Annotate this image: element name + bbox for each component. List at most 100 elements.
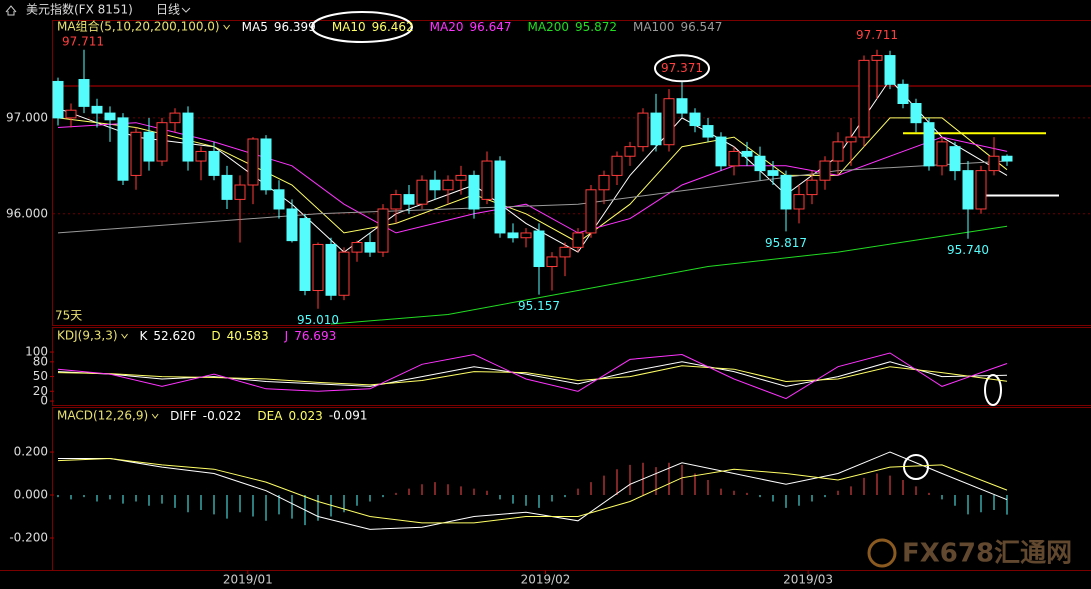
instrument-title: 美元指数(FX 8151) bbox=[26, 2, 133, 17]
histogram-last: -0.091 bbox=[329, 409, 368, 423]
legend-entry: MA20 96.647 bbox=[430, 20, 512, 34]
candle-body bbox=[923, 122, 935, 167]
candle-body bbox=[780, 174, 792, 210]
candle-body bbox=[533, 230, 545, 268]
candle-body bbox=[624, 146, 636, 157]
candle-body bbox=[91, 105, 103, 114]
indicator-line bbox=[58, 451, 1008, 530]
candle-body bbox=[416, 179, 428, 205]
candle-body bbox=[104, 112, 116, 121]
candle-body bbox=[559, 246, 571, 258]
legend-value: 96.647 bbox=[470, 20, 512, 34]
candle-body bbox=[273, 189, 285, 210]
candle-body bbox=[936, 141, 948, 167]
indicator-line bbox=[57, 352, 1008, 400]
legend-entry: K 52.620 bbox=[140, 329, 196, 343]
candle-body bbox=[572, 232, 584, 248]
legend-entry: MA200 95.872 bbox=[528, 20, 617, 34]
candle-body bbox=[676, 98, 688, 114]
candle-body bbox=[858, 59, 870, 138]
indicator-line bbox=[57, 361, 1008, 387]
candle-body bbox=[65, 109, 77, 119]
candle-body bbox=[52, 80, 64, 119]
y-tick-label: -0.200 bbox=[9, 530, 48, 544]
watermark: FX678汇通网 bbox=[867, 538, 1072, 569]
period-select[interactable]: 日线 bbox=[156, 3, 180, 17]
dropdown-icon[interactable] bbox=[181, 7, 191, 13]
candle-body bbox=[728, 150, 740, 167]
candle-body bbox=[715, 136, 727, 167]
candle-body bbox=[975, 170, 987, 210]
highlight-circle bbox=[654, 54, 710, 83]
legend-value: 52.620 bbox=[153, 329, 195, 343]
candle-body bbox=[702, 125, 714, 138]
y-tick-label: 0.200 bbox=[14, 445, 48, 459]
settings-arrow[interactable] bbox=[151, 413, 159, 419]
y-tick-label: 0 bbox=[40, 394, 48, 408]
candle-body bbox=[793, 194, 805, 210]
indicator-name: MA组合(5,10,20,200,100,0) bbox=[57, 19, 220, 34]
candle-body bbox=[546, 256, 558, 268]
settings-arrow[interactable] bbox=[223, 24, 231, 30]
candle-body bbox=[819, 160, 831, 181]
indicator-line bbox=[57, 365, 1008, 386]
candle-body bbox=[494, 160, 506, 234]
legend-entry: D 40.583 bbox=[211, 329, 268, 343]
kdj-pane bbox=[52, 327, 1091, 406]
period-label: 75天 bbox=[55, 309, 82, 323]
candle-body bbox=[455, 174, 467, 181]
candle-body bbox=[611, 155, 623, 176]
low-label: 95.817 bbox=[765, 236, 807, 250]
candle-body bbox=[520, 232, 532, 239]
candle-body bbox=[442, 179, 454, 191]
legend-value: -0.022 bbox=[203, 409, 242, 423]
candle-body bbox=[234, 184, 246, 200]
candle-body bbox=[260, 138, 272, 191]
indicator-line bbox=[57, 160, 1008, 234]
settings-arrow[interactable] bbox=[121, 333, 128, 339]
y-tick-label: 80 bbox=[33, 354, 48, 368]
candle-body bbox=[195, 150, 207, 162]
candle-body bbox=[754, 155, 766, 172]
x-tick-label: 2019/02 bbox=[521, 573, 571, 587]
x-tick-label: 2019/01 bbox=[223, 573, 273, 587]
highlight-circle bbox=[984, 374, 1002, 406]
candle-body bbox=[871, 55, 883, 61]
candle-body bbox=[910, 103, 922, 124]
candle-body bbox=[221, 174, 233, 200]
legend-value: 0.023 bbox=[288, 409, 322, 423]
legend-value: 76.693 bbox=[294, 329, 336, 343]
candle-body bbox=[897, 83, 909, 105]
candle-body bbox=[390, 194, 402, 210]
legend-entry: J 76.693 bbox=[284, 329, 337, 343]
home-icon[interactable] bbox=[5, 5, 17, 16]
candle-body bbox=[585, 189, 597, 234]
candle-body bbox=[377, 208, 389, 253]
candle-body bbox=[949, 146, 961, 172]
y-tick-label: 100 bbox=[25, 345, 48, 359]
legend-name: MA5 bbox=[242, 20, 268, 34]
x-tick-label: 2019/03 bbox=[783, 573, 833, 587]
candle-body bbox=[130, 131, 142, 176]
highlight-circle bbox=[311, 11, 413, 43]
candle-body bbox=[312, 243, 324, 291]
candle-body bbox=[78, 79, 90, 107]
indicator-line bbox=[57, 457, 1008, 524]
indicator-name: KDJ(9,3,3) bbox=[57, 329, 118, 343]
legend-value: 96.399 bbox=[274, 20, 316, 34]
candle-body bbox=[689, 112, 701, 127]
y-tick-label: 20 bbox=[33, 384, 48, 398]
candle-body bbox=[507, 232, 519, 239]
y-tick-label: 50 bbox=[33, 369, 48, 383]
candle-body bbox=[845, 136, 857, 143]
y-tick-label: 0.000 bbox=[14, 488, 48, 502]
legend-name: J bbox=[284, 329, 289, 343]
candle-body bbox=[403, 194, 415, 205]
candle-body bbox=[1001, 155, 1013, 162]
legend-value: 96.462 bbox=[372, 20, 414, 34]
candle-body bbox=[247, 138, 259, 186]
candle-body bbox=[351, 242, 363, 253]
legend-value: 40.583 bbox=[227, 329, 269, 343]
